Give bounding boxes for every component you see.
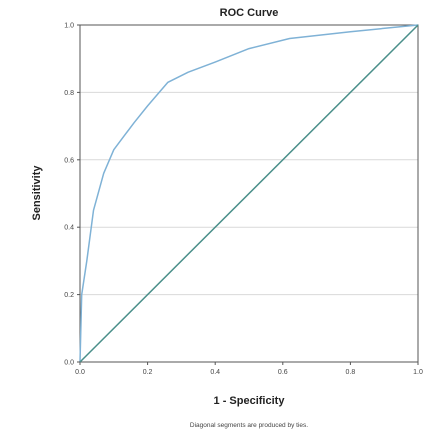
- x-tick-label-2: 0.4: [210, 369, 220, 376]
- reference-diagonal-line: [79, 24, 419, 363]
- gridlines: [80, 91, 418, 296]
- x-tick-label-5: 1.0: [413, 369, 423, 376]
- y-tick-label-5: 1.0: [64, 23, 74, 30]
- series-layer: [79, 24, 419, 363]
- y-axis-label: Sensitivity: [31, 165, 43, 221]
- y-tick-label-1: 0.2: [64, 292, 74, 299]
- plot-frame: [79, 24, 419, 363]
- y-tick-label-4: 0.8: [64, 90, 74, 97]
- x-tick-label-0: 0.0: [75, 369, 85, 376]
- x-tick-label-4: 0.8: [346, 369, 356, 376]
- x-axis-label: 1 - Specificity: [214, 395, 286, 407]
- y-tick-labels: 0.0 0.2 0.4 0.6 0.8 1.0: [64, 23, 80, 367]
- y-tick-label-3: 0.6: [64, 157, 74, 164]
- x-tick-label-1: 0.2: [143, 369, 153, 376]
- chart-footnote: Diagonal segments are produced by ties.: [190, 422, 308, 429]
- y-tick-label-0: 0.0: [64, 360, 74, 367]
- chart-title: ROC Curve: [220, 7, 279, 19]
- x-tick-labels: 0.0 0.2 0.4 0.6 0.8 1.0: [75, 362, 423, 376]
- x-tick-label-3: 0.6: [278, 369, 288, 376]
- roc-curve-line: [79, 24, 419, 363]
- y-tick-label-2: 0.4: [64, 225, 74, 232]
